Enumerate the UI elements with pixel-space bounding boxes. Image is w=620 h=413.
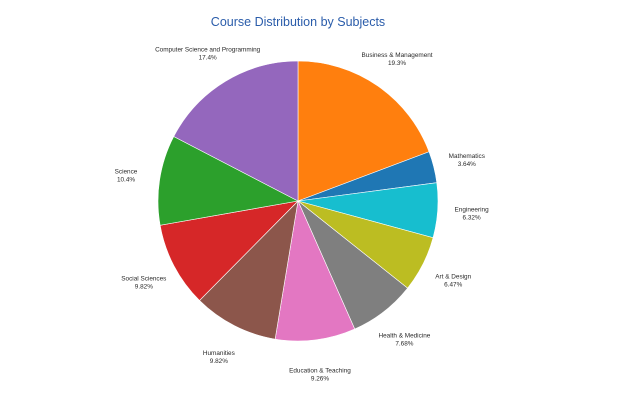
pie-slice-computer-science-and-programming (173, 60, 299, 202)
slice-label-humanities: Humanities 9.82% (203, 350, 235, 365)
slice-label-name: Humanities (203, 350, 235, 357)
slice-label-percent: 9.82% (210, 358, 228, 365)
slice-label-percent: 3.64% (458, 161, 476, 168)
slice-label-business-and-management: Business & Management 19.3% (362, 52, 433, 67)
slice-label-percent: 10.4% (117, 177, 135, 184)
slice-label-social-sciences: Social Sciences 9.82% (121, 276, 166, 291)
slice-label-name: Engineering (455, 207, 490, 214)
slice-label-percent: 6.47% (444, 282, 462, 289)
slice-label-percent: 17.4% (199, 54, 217, 61)
slice-label-engineering: Engineering 6.32% (455, 207, 490, 222)
slice-label-education-and-teaching: Education & Teaching 9.26% (289, 368, 351, 383)
pie-slice-business-and-management (297, 60, 430, 202)
slice-label-percent: 9.82% (135, 284, 153, 291)
pie-slice-science (157, 136, 299, 226)
slice-label-percent: 6.32% (463, 215, 481, 222)
slice-label-health-and-medicine: Health & Medicine 7.68% (378, 333, 430, 348)
slice-label-name: Health & Medicine (378, 333, 430, 340)
slice-label-name: Art & Design (435, 274, 471, 281)
slice-label-name: Mathematics (449, 153, 485, 160)
pie-slice-humanities (199, 200, 299, 340)
slice-label-name: Business & Management (362, 52, 433, 59)
slice-label-percent: 7.68% (395, 341, 413, 348)
pie-slice-education-and-teaching (274, 199, 356, 342)
slice-label-name: Education & Teaching (289, 368, 351, 375)
pie-labels: Business & Management 19.3% Mathematics 3.6… (115, 46, 489, 382)
slice-label-name: Science (115, 169, 138, 176)
slice-label-name: Social Sciences (121, 276, 166, 283)
slice-label-mathematics: Mathematics 3.64% (449, 153, 485, 168)
slice-label-computer-science-and-programming: Computer Science and Programming 17.4% (155, 46, 261, 61)
chart-title: Course Distribution by Subjects (211, 15, 385, 29)
slice-label-art-and-design: Art & Design 6.47% (435, 274, 471, 289)
slice-label-percent: 9.26% (311, 376, 329, 383)
slice-label-name: Computer Science and Programming (155, 46, 261, 53)
pie-slices (157, 60, 439, 342)
pie-slice-social-sciences (159, 200, 299, 301)
slice-label-percent: 19.3% (388, 60, 406, 67)
slice-label-science: Science 10.4% (115, 169, 138, 184)
